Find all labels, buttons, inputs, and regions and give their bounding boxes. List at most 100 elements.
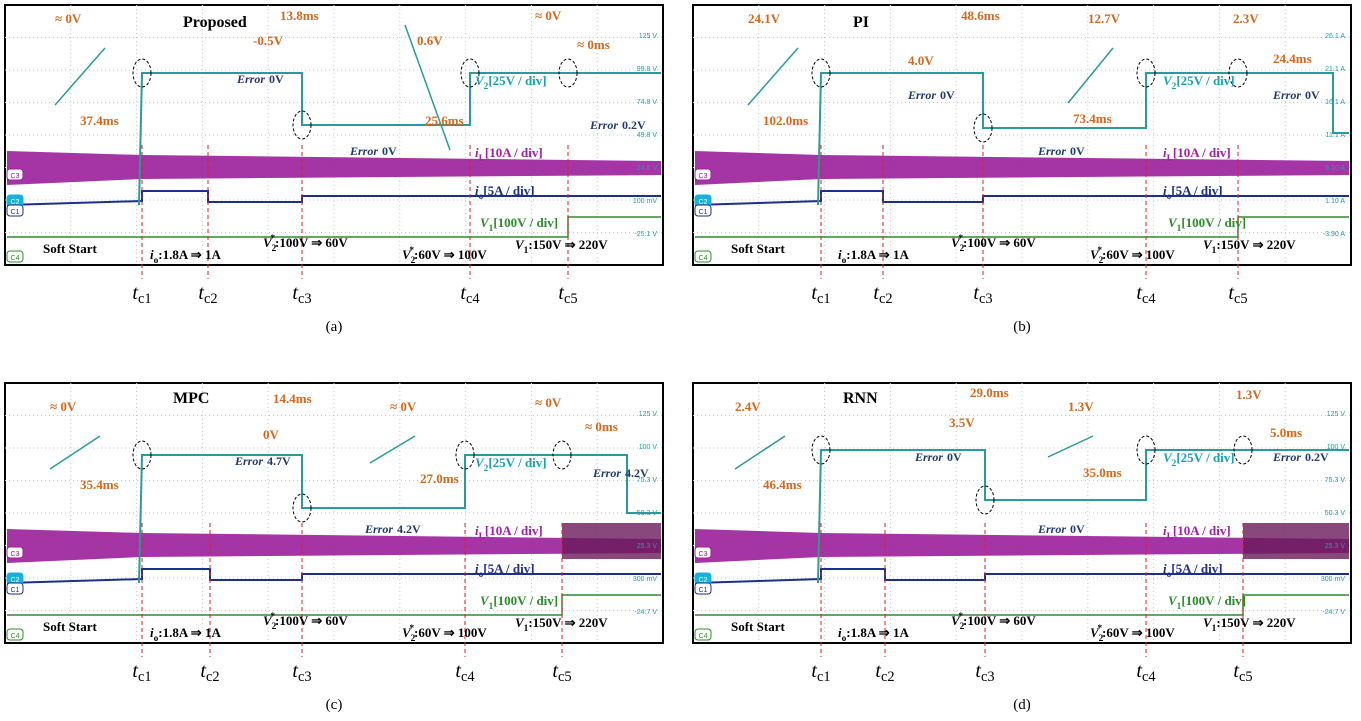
annotation: ≈ 0V (535, 395, 562, 410)
time-marker: tc4 (460, 282, 479, 307)
event-label-part: :150V ⇒ 220V (1216, 237, 1296, 252)
error-label: Error0.2V (1272, 450, 1329, 464)
time-marker: tc4 (455, 660, 474, 685)
method-title: MPC (173, 390, 209, 407)
soft-start-label: Soft Start (43, 619, 97, 634)
scale-label: 125 V (639, 411, 658, 418)
channel-label-part: [5A / div] (483, 183, 534, 198)
time-marker-part: c5 (1239, 669, 1253, 685)
annotation: 24.1V (748, 11, 781, 26)
scale-label: 125 V (1327, 411, 1346, 418)
error-value: 4.2V (397, 522, 421, 536)
annotation: 102.0ms (763, 113, 808, 128)
annotation: 73.4ms (1073, 111, 1112, 126)
annotation: -0.5V (253, 33, 284, 48)
event-label-part: :100V ⇒ 60V (963, 613, 1036, 628)
event-label-part: :1.8A ⇒ 1A (846, 247, 909, 262)
channel-tag-label: C3 (699, 551, 708, 558)
time-marker: tc1 (132, 282, 151, 307)
time-marker-part: c4 (1142, 291, 1156, 307)
event-label-part: :60V ⇒ 100V (1102, 625, 1175, 640)
channel-tag-label: C1 (11, 209, 20, 216)
channel-tag-label: C4 (11, 255, 20, 262)
scale-label: 49.8 V (637, 132, 658, 139)
annotation: ≈ 0ms (577, 37, 610, 52)
scale-label: 74.8 V (637, 99, 658, 106)
scope-panel: 26.1 A21.1 A16.1 A11.1 A6.10 A1.10 A-3.9… (693, 5, 1351, 335)
annotation: 46.4ms (763, 477, 802, 492)
error-word: Error (234, 454, 263, 468)
scope-panel: 125 V100 V75.3 V50.3 V25.3 V300 mV-24.7 … (5, 383, 663, 713)
event-label-part: :100V ⇒ 60V (275, 613, 348, 628)
annotation: 2.3V (1233, 11, 1259, 26)
error-value: 0V (1070, 144, 1085, 158)
soft-start-label: Soft Start (731, 241, 785, 256)
scale-label: 100 V (1327, 444, 1346, 451)
time-marker-part: c4 (461, 669, 475, 685)
channel-label-part: [25V / div] (1176, 73, 1234, 88)
channel-label-part: [100V / div] (1181, 215, 1246, 230)
time-marker: tc1 (132, 660, 151, 685)
channel-tag-label: C4 (699, 633, 708, 640)
scale-label: 6.10 A (1325, 165, 1345, 172)
time-marker: tc3 (292, 282, 311, 307)
event-label-part: :100V ⇒ 60V (275, 235, 348, 250)
method-title: PI (853, 14, 869, 31)
time-marker-part: c2 (881, 669, 895, 685)
method-title: RNN (843, 390, 878, 407)
soft-start-label: Soft Start (731, 619, 785, 634)
time-marker-part: c1 (138, 669, 152, 685)
time-marker: tc5 (558, 282, 577, 307)
time-marker: tc1 (811, 282, 830, 307)
scale-label: 100 V (639, 444, 658, 451)
time-marker-part: c4 (1142, 669, 1156, 685)
soft-start-label: Soft Start (43, 241, 97, 256)
channel-label-part: [5A / div] (1171, 183, 1222, 198)
panel-caption: (a) (326, 319, 343, 335)
panel-caption: (b) (1013, 319, 1031, 335)
time-marker-part: c5 (558, 669, 572, 685)
time-marker-part: c4 (466, 291, 480, 307)
channel-tag-label: C4 (699, 255, 708, 262)
annotation: 48.6ms (961, 8, 1000, 23)
scale-label: -25.1 V (634, 231, 657, 238)
time-marker: tc2 (200, 660, 219, 685)
time-marker: tc3 (975, 660, 994, 685)
panel-caption: (c) (326, 697, 343, 713)
time-marker: tc2 (873, 282, 892, 307)
error-word: Error (349, 144, 378, 158)
error-value: 0V (269, 72, 284, 86)
error-value: 0V (1070, 522, 1085, 536)
time-marker-part: c5 (564, 291, 578, 307)
error-word: Error (914, 450, 943, 464)
annotation: 12.7V (1088, 11, 1121, 26)
channel-label-part: [5A / div] (1171, 561, 1222, 576)
channel-label-part: [10A / div] (1173, 145, 1231, 160)
channel-tag-label: C3 (11, 551, 20, 558)
scale-label: 75.3 V (1325, 477, 1346, 484)
error-word: Error (236, 72, 265, 86)
time-marker-part: c3 (979, 291, 993, 307)
event-label-part: :1.8A ⇒ 1A (158, 625, 221, 640)
error-value: 4.2V (625, 466, 649, 480)
time-marker-part: c3 (298, 291, 312, 307)
scale-label: 50.3 V (637, 510, 658, 517)
annotation: 29.0ms (970, 385, 1009, 400)
channel-label-part: [10A / div] (485, 145, 543, 160)
scale-label: -24.7 V (634, 609, 657, 616)
channel-tag-label: C1 (699, 587, 708, 594)
error-label: Error0V (914, 450, 962, 464)
time-marker-part: c1 (817, 291, 831, 307)
method-title: Proposed (183, 14, 247, 31)
event-label-part: :150V ⇒ 220V (528, 615, 608, 630)
time-marker-part: c5 (1234, 291, 1248, 307)
annotation: ≈ 0V (50, 399, 77, 414)
event-label-part: :150V ⇒ 220V (528, 237, 608, 252)
scale-label: 50.3 V (1325, 510, 1346, 517)
scale-label: 16.1 A (1325, 99, 1345, 106)
error-label: Error4.7V (234, 454, 291, 468)
time-marker-part: c2 (206, 669, 220, 685)
channel-label-part: [10A / div] (1173, 523, 1231, 538)
scale-label: 99.8 V (637, 66, 658, 73)
error-value: 0.2V (622, 118, 646, 132)
